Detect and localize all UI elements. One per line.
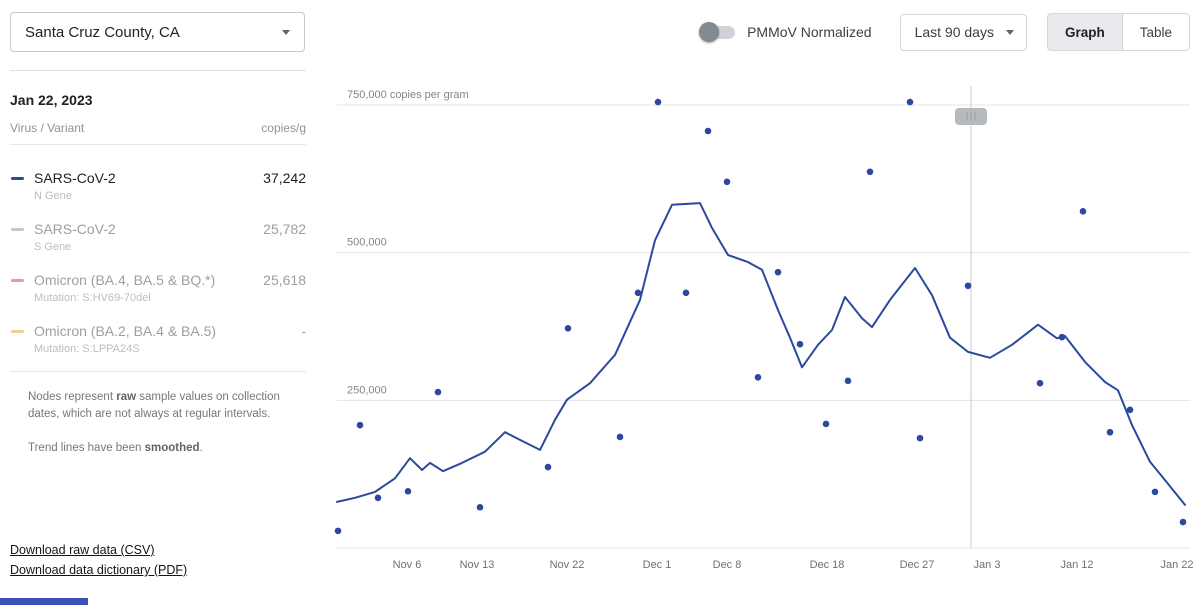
legend-items: SARS-CoV-2 N Gene 37,242 SARS-CoV-2 S Ge… (10, 145, 306, 373)
series-name: Omicron (BA.2, BA.4 & BA.5) (34, 323, 217, 340)
date-range-selector[interactable]: Last 90 days (899, 13, 1027, 51)
partial-blue-element[interactable] (0, 598, 88, 605)
series-sublabel: S Gene (34, 241, 72, 254)
svg-text:750,000 copies per gram: 750,000 copies per gram (347, 89, 469, 101)
location-label: Santa Cruz County, CA (25, 23, 180, 41)
svg-text:Dec 18: Dec 18 (810, 559, 845, 571)
location-selector[interactable]: Santa Cruz County, CA (10, 12, 305, 52)
series-value: - (301, 323, 306, 340)
chevron-down-icon (282, 29, 290, 35)
series-sublabel: N Gene (34, 190, 72, 203)
svg-text:Dec 1: Dec 1 (643, 559, 672, 571)
chevron-down-icon (1005, 29, 1014, 35)
svg-text:250,000: 250,000 (347, 384, 387, 396)
series-dash-icon (11, 177, 24, 180)
chart-panel: 750,000 copies per gram 500,000 250,000 Nov… (330, 80, 1200, 585)
pmmov-toggle-group[interactable]: PMMoV Normalized (699, 22, 872, 42)
value-column-header: copies/g (261, 121, 306, 135)
series-name: SARS-CoV-2 (34, 170, 116, 186)
pmmov-switch[interactable] (699, 22, 736, 42)
topbar-controls: PMMoV Normalized Last 90 days Graph Tabl… (699, 12, 1190, 52)
nodes-note: Nodes represent raw sample values on col… (28, 391, 280, 421)
pmmov-toggle-label: PMMoV Normalized (747, 24, 872, 40)
selected-date: Jan 22, 2023 (10, 92, 93, 108)
series-value: 25,618 (263, 272, 306, 289)
virus-column-header: Virus / Variant (10, 121, 85, 135)
svg-text:500,000: 500,000 (347, 237, 387, 249)
series-value: 37,242 (263, 170, 306, 186)
series-value: 25,782 (263, 221, 306, 238)
svg-text:Jan 3: Jan 3 (974, 559, 1001, 571)
download-pdf-link[interactable]: Download data dictionary (PDF) (10, 563, 188, 577)
svg-text:Jan 22: Jan 22 (1160, 559, 1193, 571)
legend-sidebar: Jan 22, 2023 Virus / Variant copies/g SA… (10, 70, 306, 456)
legend-item-omicron-ba4-ba5-bq[interactable]: Omicron (BA.4, BA.5 & BQ.*) Mutation: S:… (10, 253, 306, 304)
date-range-label: Last 90 days (914, 24, 994, 40)
series-sublabel: Mutation: S:LPPA24S (34, 343, 140, 356)
series-name: SARS-CoV-2 (34, 221, 116, 238)
legend-item-omicron-ba2-ba4-ba5[interactable]: Omicron (BA.2, BA.4 & BA.5) Mutation: S:… (10, 304, 306, 355)
series-dash-icon (11, 330, 24, 334)
legend-item-sars-s-gene[interactable]: SARS-CoV-2 S Gene 25,782 (10, 202, 306, 253)
trend-note: Trend lines have been smoothed. (28, 441, 203, 454)
table-tab[interactable]: Table (1121, 14, 1189, 50)
series-name: Omicron (BA.4, BA.5 & BQ.*) (34, 272, 216, 289)
download-csv-link[interactable]: Download raw data (CSV) (10, 543, 155, 557)
view-toggle: Graph Table (1046, 13, 1190, 51)
legend-item-sars-n-gene[interactable]: SARS-CoV-2 N Gene 37,242 (10, 151, 306, 202)
series-dash-icon (11, 228, 24, 232)
svg-text:Dec 27: Dec 27 (900, 559, 935, 571)
trend-chart[interactable]: 750,000 copies per gram 500,000 250,000 Nov… (330, 80, 1200, 585)
graph-tab[interactable]: Graph (1047, 14, 1122, 50)
legend-column-headers: Virus / Variant copies/g (10, 121, 306, 145)
svg-text:Nov 22: Nov 22 (550, 559, 585, 571)
download-links: Download raw data (CSV) Download data di… (10, 543, 187, 583)
svg-text:Jan 12: Jan 12 (1060, 559, 1093, 571)
svg-text:Nov 13: Nov 13 (460, 559, 495, 571)
svg-text:Dec 8: Dec 8 (713, 559, 742, 571)
switch-knob-icon (699, 22, 720, 42)
series-sublabel: Mutation: S:HV69-70del (34, 292, 151, 305)
svg-text:Nov 6: Nov 6 (393, 559, 422, 571)
series-dash-icon (11, 279, 24, 283)
